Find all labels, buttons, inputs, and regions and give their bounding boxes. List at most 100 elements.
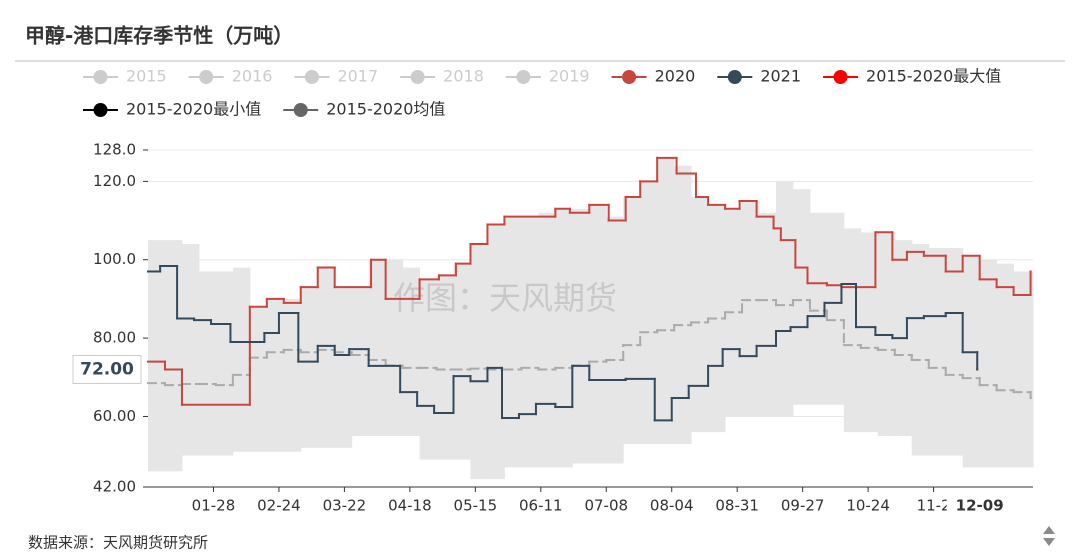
range-band (538, 212, 556, 468)
legend-item[interactable]: 2018 (400, 67, 484, 86)
x-tick-label: 11-2 (917, 497, 951, 515)
range-band (232, 267, 251, 452)
x-tick-label: 10-24 (846, 497, 890, 515)
range-band (606, 216, 624, 464)
range-band (775, 181, 794, 417)
legend-icon (304, 70, 319, 84)
legend-label: 2018 (443, 67, 484, 86)
range-band (181, 244, 200, 456)
legend-icon (410, 70, 425, 84)
range-band (555, 208, 573, 468)
y-tick-label: 42.00 (93, 478, 136, 496)
x-tick-label: 06-11 (519, 497, 563, 515)
legend-label: 2021 (760, 67, 801, 86)
range-band (742, 200, 760, 417)
x-tick-label: 02-24 (257, 497, 301, 515)
range-band (385, 259, 404, 437)
legend-item[interactable]: 2020 (611, 67, 696, 86)
range-band (826, 212, 845, 405)
range-band (623, 197, 641, 444)
y-tick-label: 100.0 (93, 250, 136, 268)
range-band (283, 298, 302, 452)
range-band (657, 157, 675, 444)
legend-label: 2015-2020最小值 (126, 100, 261, 119)
range-band (843, 228, 862, 433)
legend-item[interactable]: 2015 (83, 67, 167, 86)
x-tick-label: 07-08 (584, 497, 628, 515)
legend-label: 2015-2020最大值 (866, 67, 1001, 86)
range-band (589, 204, 607, 464)
range-band (266, 298, 285, 452)
y-tick-label: 120.0 (93, 172, 136, 190)
range-band (317, 267, 336, 448)
pointer-y-box (72, 354, 142, 384)
range-band (215, 271, 234, 456)
legend-icon (199, 70, 214, 84)
pointer-y-label: 72.00 (80, 359, 134, 379)
range-band (674, 165, 692, 444)
x-tick-label: 08-04 (650, 497, 694, 515)
range-band (521, 216, 539, 468)
range-band (148, 240, 166, 472)
range-band (979, 259, 998, 468)
x-tick-label: 05-15 (454, 497, 498, 515)
pointer-x-label: 12-09 (956, 497, 1004, 515)
range-band (334, 287, 353, 448)
range-band (759, 212, 777, 417)
watermark: 作图：天风期货 (393, 279, 617, 317)
legend-item[interactable]: 2015-2020最大值 (823, 67, 1001, 86)
range-band (351, 287, 370, 437)
legend-item[interactable]: 2021 (717, 67, 801, 86)
legend-icon (833, 70, 848, 84)
range-band (1030, 271, 1034, 468)
x-tick-label: 03-22 (323, 497, 367, 515)
range-band (453, 263, 471, 460)
legend-label: 2019 (549, 67, 590, 86)
chart-title: 甲醇-港口库存季节性（万吨） (25, 24, 293, 48)
legend-item[interactable]: 2015-2020均值 (283, 100, 445, 119)
range-band (300, 287, 319, 448)
range-band (487, 224, 505, 480)
range-band (504, 216, 522, 468)
range-band (792, 189, 811, 405)
legend-label: 2015 (126, 67, 167, 86)
legend-item[interactable]: 2017 (294, 67, 378, 86)
range-band (996, 263, 1015, 468)
legend-item[interactable]: 2016 (188, 67, 273, 86)
range-band (1013, 271, 1032, 468)
range-band (572, 208, 590, 464)
x-tick-label: 09-27 (781, 497, 825, 515)
range-band (419, 279, 438, 460)
legend-icon (727, 70, 742, 84)
legend-label: 2020 (655, 67, 696, 86)
legend-icon (622, 70, 637, 84)
range-band (809, 212, 828, 405)
range-band (249, 306, 268, 452)
range-band (911, 244, 930, 456)
range-band (164, 240, 183, 472)
range-band (402, 267, 421, 437)
legend-icon (93, 70, 108, 84)
pointer-x-box (946, 493, 1013, 519)
scroll-arrows[interactable] (1043, 526, 1055, 546)
range-band (945, 247, 964, 456)
legend-label: 2015-2020均值 (326, 100, 445, 119)
range-band (860, 232, 879, 433)
source-note: 数据来源：天风期货研究所 (28, 534, 208, 552)
legend-item[interactable]: 2019 (505, 67, 590, 86)
y-tick-label: 80.00 (93, 329, 136, 347)
y-tick-label: 128.0 (93, 141, 136, 159)
x-tick-label: 04-18 (388, 497, 432, 515)
range-band (198, 271, 217, 456)
range-band (470, 244, 488, 480)
legend-icon (293, 103, 308, 117)
legend-item[interactable]: 2015-2020最小值 (83, 100, 261, 119)
x-tick-label: 08-31 (715, 497, 759, 515)
y-tick-label: 60.00 (93, 407, 136, 425)
x-tick-label: 01-28 (192, 497, 236, 515)
range-band (962, 255, 981, 468)
legend-label: 2016 (232, 67, 273, 86)
legend-icon (93, 103, 108, 117)
range-band (928, 247, 947, 456)
